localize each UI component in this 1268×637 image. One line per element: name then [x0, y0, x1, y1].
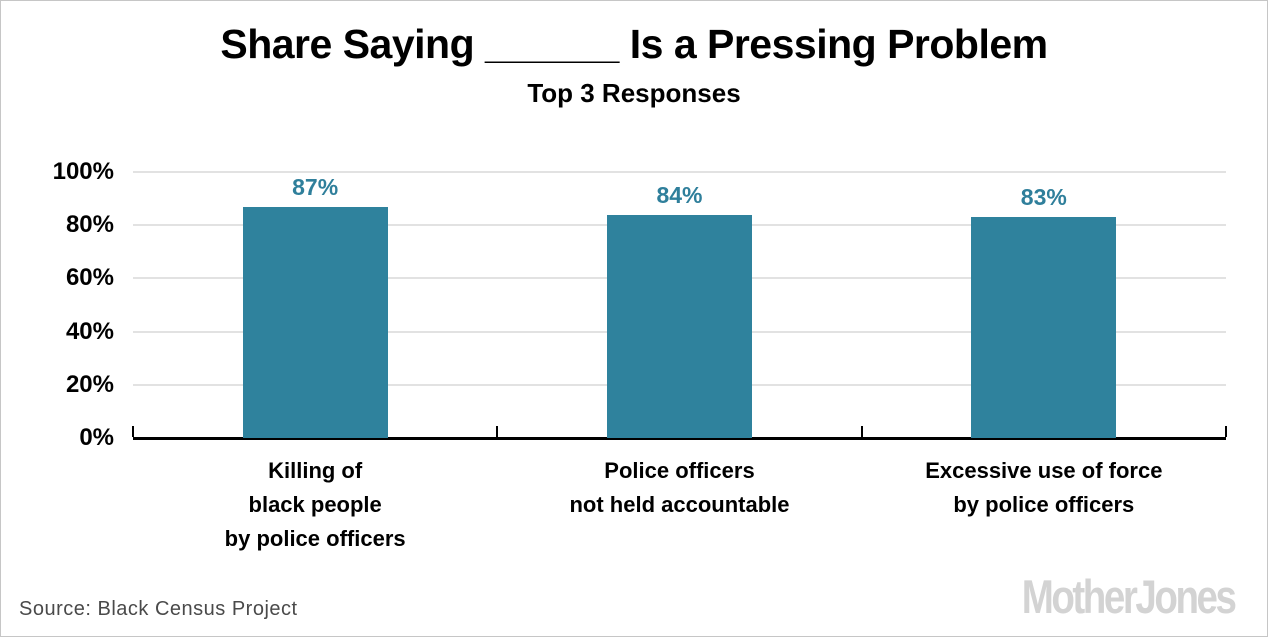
x-tick: [1225, 426, 1227, 437]
x-category-label: Excessive use of force by police officer…: [925, 458, 1163, 517]
x-tick: [860, 426, 863, 437]
bar-value-label: 83%: [1020, 184, 1067, 211]
bar: [242, 206, 388, 438]
chart-title: Share Saying ______ Is a Pressing Proble…: [220, 21, 1048, 67]
x-category-label: Killing of black people by police office…: [224, 458, 406, 551]
chart-subtitle: Top 3 Responses: [527, 78, 741, 108]
y-tick-label: 80%: [65, 211, 114, 239]
y-tick-label: 20%: [65, 370, 114, 398]
x-category-label: Police officers not held accountable: [569, 458, 790, 517]
bar-value-label: 87%: [292, 173, 339, 200]
source-note: Source: Black Census Project: [19, 598, 298, 620]
x-axis-line: [133, 437, 1226, 440]
y-tick-label: 100%: [52, 158, 114, 185]
y-tick-label: 40%: [65, 317, 114, 345]
x-tick: [496, 426, 499, 437]
mother-jones-logo: MotherJones: [1021, 570, 1236, 623]
x-tick: [132, 426, 134, 437]
bar: [607, 214, 752, 438]
bar: [971, 217, 1117, 438]
bar-value-label: 84%: [656, 181, 703, 208]
y-tick-label: 60%: [65, 264, 114, 292]
y-tick-label: 0%: [79, 424, 114, 451]
gridline: [133, 171, 1226, 173]
